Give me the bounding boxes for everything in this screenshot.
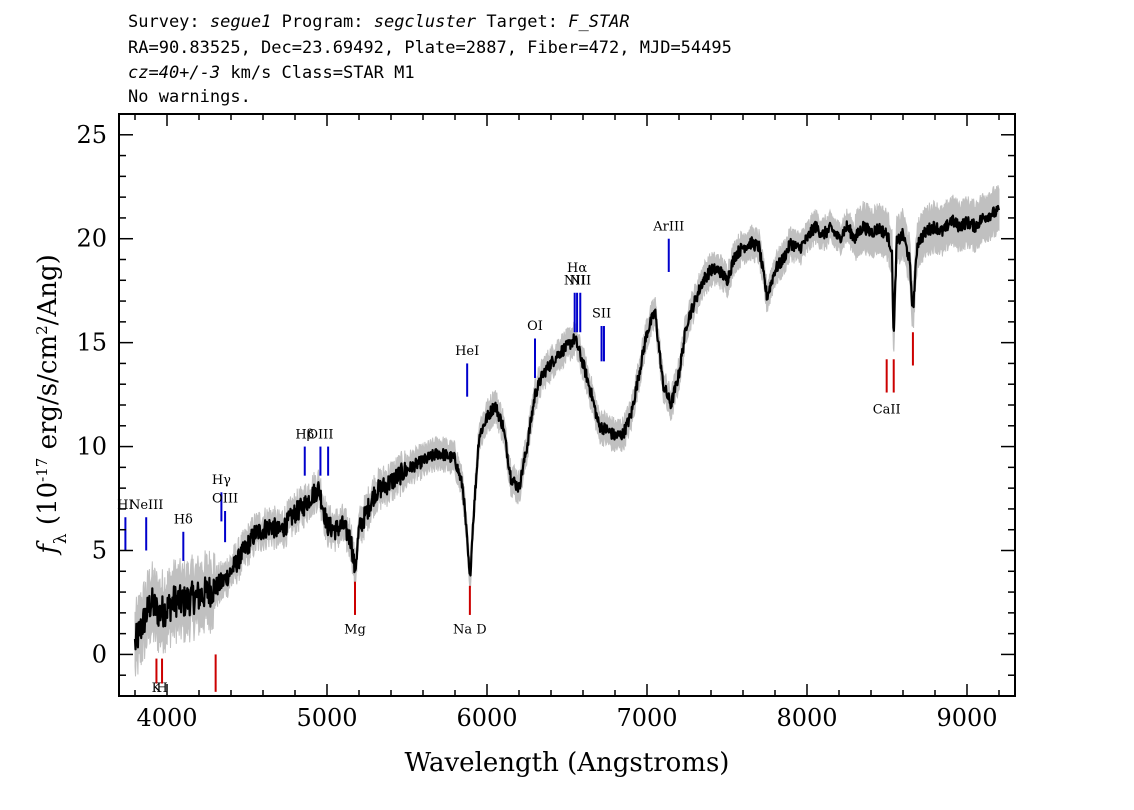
x-tick-label: 4000	[136, 704, 197, 732]
y-tick-label: 5	[92, 537, 107, 565]
axis-ticks: 4000 5000 6000 7000 8000 9000 0 5 10 15 20 25	[76, 113, 1015, 732]
line-marker-label: NeIII	[129, 498, 163, 513]
y-tick-label: 25	[76, 121, 107, 149]
line-markers: HINeIIIHδHγOIIIHβOIIIHeIOINIIHαNIISIIArI…	[117, 219, 914, 696]
flux-error-band	[134, 185, 1000, 677]
line-marker-label: HeI	[455, 344, 479, 359]
header-warnings-line: No warnings.	[128, 87, 251, 107]
line-marker-label: OI	[527, 319, 543, 334]
line-marker-label: SII	[592, 307, 611, 322]
y-axis-title: fλ (10-17 erg/s/cm2/Ang)	[33, 254, 71, 556]
x-axis-title: Wavelength (Angstroms)	[405, 748, 730, 778]
program-name: segcluster	[373, 12, 477, 32]
y-tick-label: 0	[92, 640, 107, 668]
header-coordinates-line: RA=90.83525, Dec=23.69492, Plate=2887, F…	[128, 38, 732, 58]
y-tick-label: 20	[76, 225, 107, 253]
x-tick-label: 7000	[616, 704, 677, 732]
line-marker-label: CaII	[873, 402, 901, 417]
line-marker-label: H	[156, 681, 167, 696]
flux-layer	[133, 204, 1001, 651]
line-marker-label: Hδ	[174, 512, 193, 527]
line-marker-label: ArIII	[652, 219, 684, 234]
line-marker-label: Na D	[453, 623, 487, 638]
line-marker-label: K	[152, 681, 162, 696]
header-target-line: Survey: segue1 Program: segcluster Targe…	[128, 12, 630, 32]
target-name: F_STAR	[568, 12, 630, 32]
x-tick-label: 8000	[776, 704, 837, 732]
line-marker-label: OIII	[212, 492, 238, 507]
x-tick-label: 9000	[936, 704, 997, 732]
x-tick-label: 6000	[456, 704, 517, 732]
line-marker-label: Hβ	[295, 427, 314, 442]
line-marker-label: Mg	[344, 623, 366, 638]
line-marker-label: NII	[569, 273, 591, 288]
y-tick-label: 10	[76, 433, 107, 461]
x-tick-label: 5000	[296, 704, 357, 732]
line-marker-label: OIII	[307, 427, 333, 442]
line-marker-label: NII	[564, 273, 586, 288]
y-tick-label: 15	[76, 329, 107, 357]
error-band-layer	[134, 185, 1000, 677]
flux-spectrum-line	[133, 204, 1001, 651]
redshift-value: cz=40+/-3	[128, 63, 221, 83]
line-marker-label: Hγ	[212, 473, 231, 488]
header-redshift-line: cz=40+/-3 km/s Class=STAR M1	[128, 63, 415, 83]
line-marker-label: Hα	[567, 261, 587, 276]
survey-name: segue1	[209, 12, 272, 32]
